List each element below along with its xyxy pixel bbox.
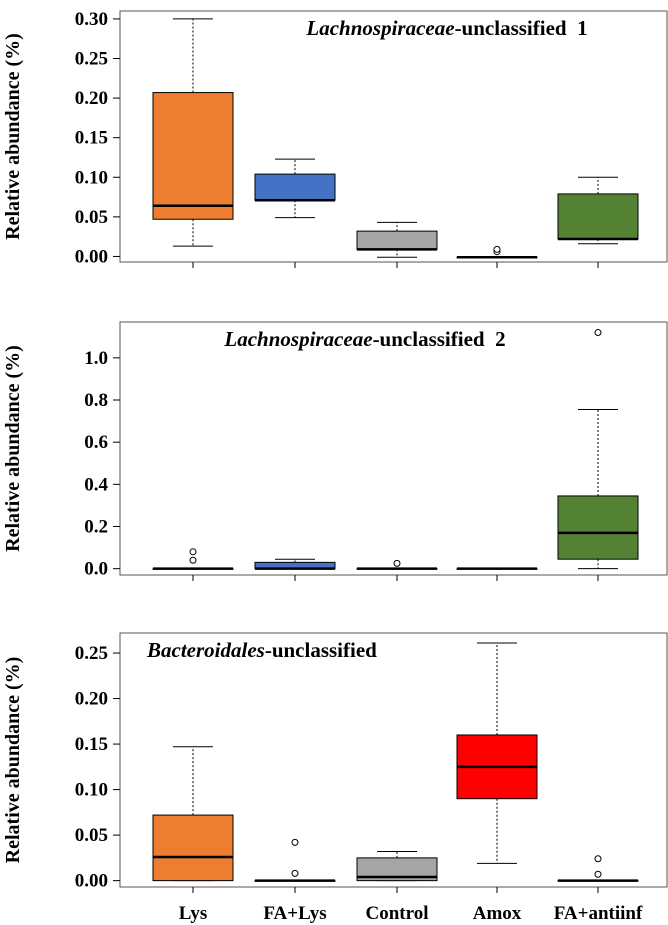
y-tick-label: 0.20 bbox=[75, 689, 108, 710]
box-fa-antiinf bbox=[557, 329, 639, 581]
y-tick-label: 0.05 bbox=[75, 207, 108, 228]
y-tick-label: 1.0 bbox=[84, 348, 108, 369]
y-tick-label: 0.05 bbox=[75, 825, 108, 846]
y-tick-label: 0.6 bbox=[84, 432, 108, 453]
y-tick-label: 0.00 bbox=[75, 871, 108, 892]
box-iqr bbox=[152, 814, 234, 882]
outlier-point bbox=[493, 245, 501, 253]
x-category-label: Control bbox=[366, 903, 429, 924]
y-axis-label: Relative abundance (%) bbox=[2, 33, 24, 240]
y-axis-label: Relative abundance (%) bbox=[2, 657, 24, 864]
outlier-point bbox=[594, 855, 602, 863]
y-tick-label: 0.4 bbox=[84, 474, 108, 495]
box-control bbox=[356, 221, 438, 268]
panel-title-suffix: -unclassified bbox=[265, 638, 377, 662]
box-iqr bbox=[356, 857, 438, 882]
x-category-label: Amox bbox=[473, 903, 522, 924]
box-iqr bbox=[254, 173, 336, 201]
y-tick-label: 0.25 bbox=[75, 49, 108, 70]
box-fa-lys bbox=[254, 838, 336, 893]
panel-title-italic: Lachnospiraceae bbox=[223, 327, 372, 351]
outlier-point bbox=[393, 559, 401, 567]
y-tick-label: 0.00 bbox=[75, 246, 108, 267]
panel-title-italic: Lachnospiraceae bbox=[305, 16, 454, 40]
outlier-point bbox=[189, 556, 197, 564]
box-lys bbox=[152, 746, 234, 893]
box-fa-lys bbox=[254, 158, 336, 268]
box-control bbox=[356, 850, 438, 893]
box-fa-antiinf bbox=[557, 176, 639, 268]
y-axis-label: Relative abundance (%) bbox=[2, 345, 24, 552]
y-tick-label: 0.20 bbox=[75, 88, 108, 109]
panel-title-italic: Bacteroidales bbox=[146, 638, 265, 662]
box-amox bbox=[456, 567, 538, 581]
y-tick-label: 0.30 bbox=[75, 9, 108, 30]
y-tick-label: 0.10 bbox=[75, 167, 108, 188]
box-lys bbox=[152, 548, 234, 581]
x-category-label: Lys bbox=[179, 903, 208, 924]
box-fa-lys bbox=[254, 558, 336, 581]
x-category-label: FA+antiinf bbox=[554, 903, 643, 924]
panel-1: 0.00 0.05 0.10 0.15 0.20 0.25 0.30 Relative abu… bbox=[2, 9, 668, 268]
panel-title: Bacteroidales-unclassified bbox=[146, 638, 377, 662]
box-control bbox=[356, 559, 438, 581]
plot-frame bbox=[119, 10, 668, 263]
box-amox bbox=[456, 642, 538, 893]
plot-frame bbox=[119, 632, 668, 888]
box-lys bbox=[152, 18, 234, 268]
x-category-label: FA+Lys bbox=[263, 903, 326, 924]
panel-3: 0.00 0.05 0.10 0.15 0.20 0.25 Relative abundan… bbox=[2, 632, 668, 893]
panel-title: Lachnospiraceae-unclassified 2 bbox=[223, 327, 505, 351]
outlier-point bbox=[189, 548, 197, 556]
panel-title: Lachnospiraceae-unclassified 1 bbox=[305, 16, 587, 40]
y-tick-label: 0.25 bbox=[75, 643, 108, 664]
box-iqr bbox=[557, 495, 639, 560]
box-iqr bbox=[557, 193, 639, 240]
y-tick-label: 0.15 bbox=[75, 734, 108, 755]
plot-frame bbox=[119, 321, 668, 576]
y-tick-label: 0.10 bbox=[75, 780, 108, 801]
outlier-point bbox=[594, 329, 602, 337]
y-tick-label: 0.2 bbox=[84, 517, 108, 538]
box-iqr bbox=[356, 230, 438, 250]
box-iqr bbox=[152, 92, 234, 220]
panel-title-suffix: -unclassified 1 bbox=[455, 16, 588, 40]
box-amox bbox=[456, 245, 538, 268]
y-tick-label: 0.0 bbox=[84, 559, 108, 580]
y-tick-label: 0.8 bbox=[84, 390, 108, 411]
y-tick-label: 0.15 bbox=[75, 128, 108, 149]
outlier-point bbox=[594, 870, 602, 878]
outlier-point bbox=[291, 838, 299, 846]
panel-2: 0.0 0.2 0.4 0.6 0.8 1.0 Relative abundance (%)… bbox=[2, 321, 668, 581]
panel-title-suffix: -unclassified 2 bbox=[373, 327, 506, 351]
outlier-point bbox=[291, 869, 299, 877]
box-fa-antiinf bbox=[557, 855, 639, 893]
